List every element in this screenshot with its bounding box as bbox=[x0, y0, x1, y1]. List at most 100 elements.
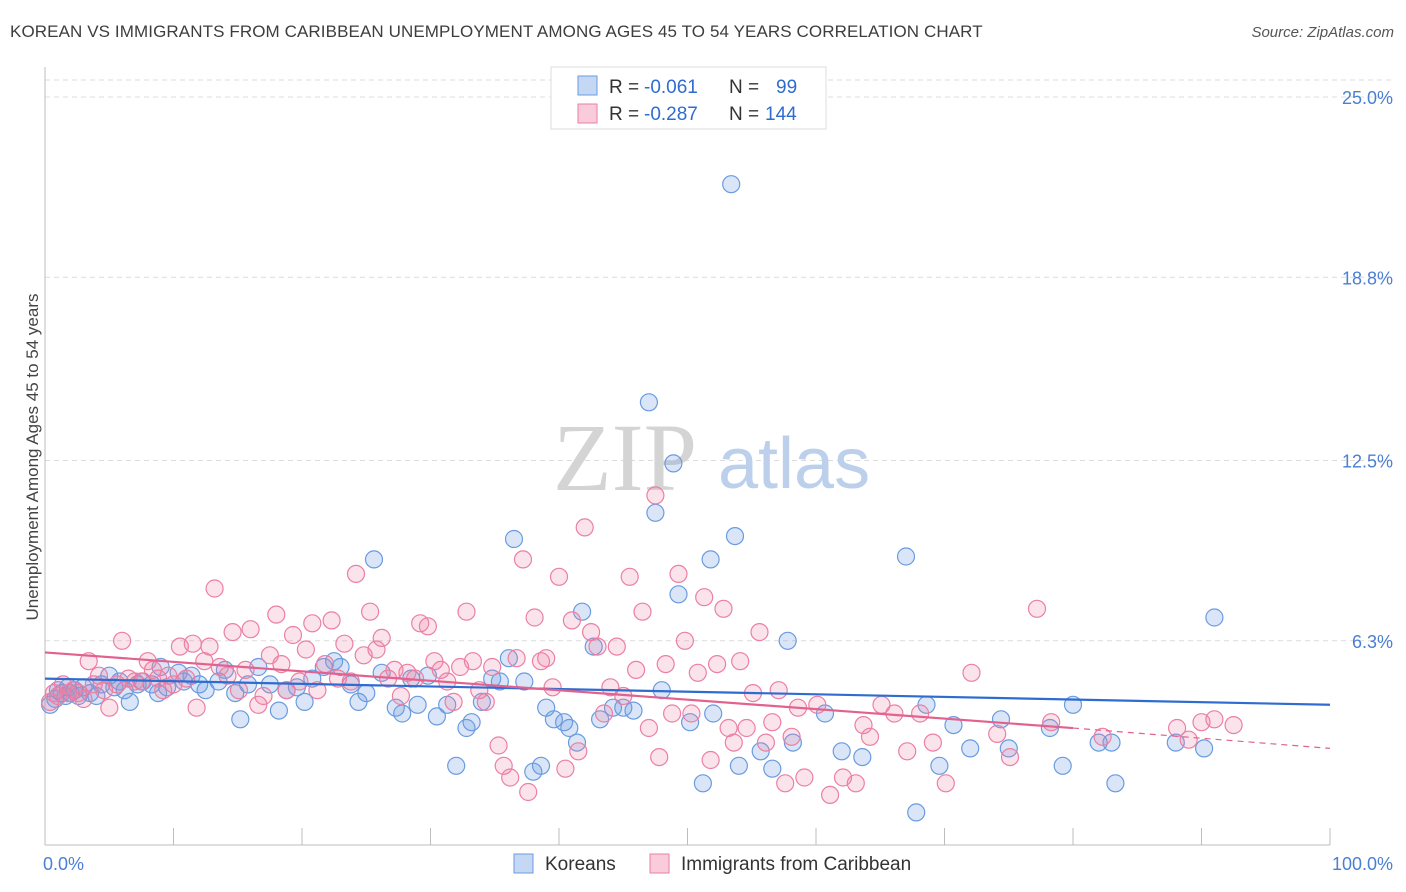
caribbean-point bbox=[688, 663, 707, 682]
korean-point bbox=[693, 774, 713, 793]
caribbean-point bbox=[639, 718, 659, 738]
caribbean-point bbox=[431, 660, 450, 680]
korean-trend-line bbox=[44, 677, 1331, 706]
caribbean-point bbox=[177, 669, 196, 688]
caribbean-point bbox=[620, 567, 639, 586]
caribbean-point bbox=[675, 631, 695, 650]
korean-point bbox=[664, 454, 683, 473]
caribbean-point bbox=[241, 620, 260, 639]
korean-point bbox=[783, 733, 803, 752]
korean-point bbox=[531, 756, 551, 775]
caribbean-point bbox=[525, 608, 544, 627]
korean-point bbox=[1205, 608, 1224, 627]
caribbean-point bbox=[782, 727, 801, 746]
korean-point bbox=[961, 739, 980, 758]
caribbean-point bbox=[316, 654, 335, 674]
korean-point bbox=[295, 692, 314, 712]
korean-point bbox=[832, 742, 851, 761]
caribbean-point bbox=[303, 614, 322, 633]
chart-title: KOREAN VS IMMIGRANTS FROM CARIBBEAN UNEM… bbox=[10, 22, 983, 41]
korean-point bbox=[763, 759, 782, 778]
korean-point bbox=[149, 683, 168, 703]
caribbean-point bbox=[223, 622, 242, 642]
bottom-legend: Koreans Immigrants from Caribbean bbox=[513, 853, 911, 875]
legend-n-value-1: 99 bbox=[776, 77, 797, 98]
korean-point bbox=[393, 704, 412, 723]
caribbean-point bbox=[361, 602, 380, 621]
caribbean-point bbox=[229, 681, 249, 700]
axes bbox=[44, 67, 1331, 846]
caribbean-point bbox=[74, 689, 93, 709]
caribbean-point bbox=[543, 678, 562, 697]
caribbean-point bbox=[575, 518, 594, 537]
korean-point bbox=[544, 710, 564, 729]
caribbean-point bbox=[669, 564, 688, 584]
korean-point bbox=[331, 657, 350, 677]
caribbean-point bbox=[112, 631, 132, 650]
korean-point bbox=[722, 175, 741, 194]
caribbean-point bbox=[100, 698, 119, 717]
caribbean-point bbox=[549, 567, 569, 586]
korean-point bbox=[560, 718, 579, 738]
korean-point bbox=[231, 710, 250, 729]
caribbean-point bbox=[537, 649, 556, 668]
caribbean-point bbox=[470, 681, 489, 700]
y-tick-label: 18.8% bbox=[1342, 268, 1393, 288]
caribbean-point bbox=[69, 683, 88, 703]
y-axis-label: Unemployment Among Ages 45 to 54 years bbox=[23, 294, 42, 621]
grid-lines bbox=[45, 79, 1395, 642]
caribbean-point bbox=[701, 750, 720, 770]
legend: R = -0.061 N = 99 R = -0.287 N = 144 bbox=[550, 66, 827, 130]
y-tick-label: 12.5% bbox=[1342, 452, 1393, 472]
korean-point bbox=[1102, 733, 1121, 752]
trend-lines bbox=[44, 651, 1331, 749]
legend-n-label-2: N = bbox=[729, 104, 759, 125]
caribbean-point bbox=[335, 634, 354, 653]
caribbean-point bbox=[218, 666, 237, 685]
chart-source: Source: ZipAtlas.com bbox=[1251, 24, 1394, 41]
korean-point bbox=[701, 550, 720, 569]
korean-point bbox=[504, 529, 524, 549]
caribbean-point bbox=[769, 681, 788, 700]
caribbean-point bbox=[601, 678, 620, 697]
caribbean-point bbox=[1027, 599, 1047, 618]
korean-point bbox=[515, 672, 534, 691]
korean-point bbox=[907, 803, 926, 822]
caribbean-point bbox=[1224, 715, 1243, 735]
caribbean-point bbox=[656, 654, 675, 674]
caribbean-point bbox=[367, 640, 386, 659]
caribbean-point bbox=[646, 486, 665, 505]
korean-point bbox=[269, 701, 288, 720]
caribbean-point bbox=[682, 704, 701, 723]
watermark-atlas: atlas bbox=[718, 424, 870, 504]
watermark: ZIP atlas bbox=[553, 404, 870, 511]
caribbean-point bbox=[531, 652, 551, 671]
korean-point bbox=[646, 503, 665, 522]
caribbean-point bbox=[372, 628, 391, 648]
caribbean-point bbox=[898, 742, 917, 761]
korean-point bbox=[778, 631, 797, 650]
caribbean-point bbox=[308, 681, 327, 700]
caribbean-point bbox=[910, 704, 930, 723]
caribbean-point bbox=[391, 686, 410, 706]
korean-point bbox=[427, 707, 446, 726]
caribbean-point bbox=[750, 622, 769, 642]
caribbean-point bbox=[1179, 730, 1198, 749]
korean-point bbox=[669, 585, 688, 604]
caribbean-point bbox=[860, 727, 880, 746]
caribbean-point bbox=[476, 692, 495, 712]
caribbean-point bbox=[662, 704, 682, 723]
korean-point bbox=[408, 695, 427, 714]
korean-point bbox=[930, 756, 949, 775]
korean-point bbox=[457, 718, 476, 738]
caribbean-point bbox=[272, 654, 291, 674]
caribbean-point bbox=[724, 733, 743, 752]
y-tick-label: 25.0% bbox=[1342, 88, 1393, 108]
caribbean-trend-line bbox=[44, 651, 1074, 730]
caribbean-point bbox=[607, 637, 626, 656]
korean-point bbox=[1106, 774, 1125, 793]
caribbean-point bbox=[418, 617, 437, 636]
caribbean-point bbox=[756, 733, 776, 752]
korean-point bbox=[725, 526, 745, 546]
